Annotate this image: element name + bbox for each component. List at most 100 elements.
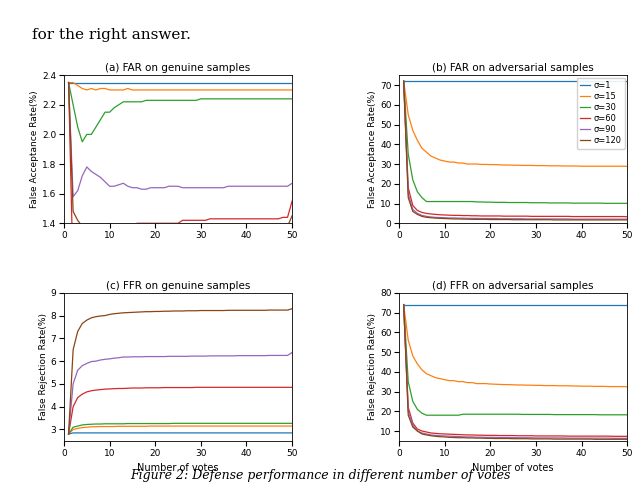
σ=30 xyxy=(409,177,417,183)
σ=30 xyxy=(518,199,526,205)
σ=90 xyxy=(555,216,563,222)
σ=60 xyxy=(546,213,554,219)
σ=15 xyxy=(614,163,622,169)
σ=30 xyxy=(527,200,535,206)
σ=1 xyxy=(518,78,526,84)
σ=30 xyxy=(459,198,467,204)
σ=1 xyxy=(404,78,412,84)
σ=120 xyxy=(436,215,444,221)
σ=90 xyxy=(477,215,485,221)
σ=90 xyxy=(482,215,490,221)
Y-axis label: False Rejection Rate(%): False Rejection Rate(%) xyxy=(39,313,48,420)
σ=1 xyxy=(541,78,549,84)
σ=15 xyxy=(436,157,444,163)
σ=90 xyxy=(441,215,449,221)
σ=60 xyxy=(514,213,522,219)
σ=30 xyxy=(555,200,563,206)
σ=30 xyxy=(450,198,458,204)
σ=30 xyxy=(491,199,499,205)
σ=30 xyxy=(454,198,462,204)
σ=30 xyxy=(464,198,472,204)
σ=120 xyxy=(427,215,435,221)
σ=90 xyxy=(418,212,426,218)
σ=15 xyxy=(619,163,627,169)
σ=1 xyxy=(400,78,408,84)
σ=30 xyxy=(418,194,426,200)
σ=120 xyxy=(482,216,490,222)
σ=1 xyxy=(459,78,467,84)
σ=120 xyxy=(555,217,563,223)
σ=90 xyxy=(436,214,444,220)
σ=15 xyxy=(464,161,472,167)
σ=60 xyxy=(491,213,499,219)
σ=60 xyxy=(518,213,526,219)
σ=90 xyxy=(432,214,440,220)
σ=90 xyxy=(614,216,622,222)
σ=90 xyxy=(518,216,526,222)
σ=1 xyxy=(623,78,631,84)
σ=60 xyxy=(473,213,481,219)
σ=1 xyxy=(413,78,421,84)
σ=120 xyxy=(550,217,558,223)
σ=15 xyxy=(532,163,540,169)
σ=120 xyxy=(568,217,576,223)
σ=1 xyxy=(564,78,572,84)
σ=15 xyxy=(600,163,608,169)
σ=1 xyxy=(486,78,494,84)
Title: (b) FAR on adversarial samples: (b) FAR on adversarial samples xyxy=(432,63,594,73)
σ=15 xyxy=(610,163,618,169)
σ=30 xyxy=(546,200,554,206)
σ=15 xyxy=(473,161,481,167)
σ=120 xyxy=(559,217,567,223)
σ=90 xyxy=(582,216,590,222)
Line: σ=90: σ=90 xyxy=(404,81,627,219)
σ=120 xyxy=(418,213,426,219)
σ=120 xyxy=(400,78,408,84)
σ=90 xyxy=(523,216,531,222)
σ=90 xyxy=(404,191,412,197)
σ=30 xyxy=(600,200,608,206)
σ=15 xyxy=(500,162,508,168)
σ=15 xyxy=(450,159,458,165)
σ=60 xyxy=(454,212,462,218)
σ=1 xyxy=(422,78,430,84)
Legend: σ=1, σ=15, σ=30, σ=60, σ=90, σ=120: σ=1, σ=15, σ=30, σ=60, σ=90, σ=120 xyxy=(577,78,625,149)
σ=90 xyxy=(450,215,458,221)
σ=30 xyxy=(495,199,503,205)
σ=60 xyxy=(614,213,622,219)
σ=120 xyxy=(500,216,508,222)
σ=90 xyxy=(573,216,581,222)
σ=15 xyxy=(596,163,604,169)
σ=30 xyxy=(587,200,595,206)
σ=30 xyxy=(473,199,481,205)
σ=1 xyxy=(427,78,435,84)
σ=15 xyxy=(505,162,513,168)
σ=90 xyxy=(550,216,558,222)
σ=60 xyxy=(555,213,563,219)
σ=30 xyxy=(537,200,545,206)
σ=15 xyxy=(518,162,526,168)
σ=90 xyxy=(541,216,549,222)
σ=120 xyxy=(623,217,631,223)
σ=90 xyxy=(514,216,522,222)
σ=60 xyxy=(587,213,595,219)
σ=15 xyxy=(623,163,631,169)
σ=30 xyxy=(619,200,627,206)
σ=60 xyxy=(500,213,508,219)
σ=90 xyxy=(568,216,576,222)
σ=30 xyxy=(523,199,531,205)
σ=60 xyxy=(523,213,531,219)
σ=30 xyxy=(432,198,440,204)
σ=120 xyxy=(532,217,540,223)
σ=60 xyxy=(450,212,458,218)
σ=90 xyxy=(546,216,554,222)
σ=90 xyxy=(491,215,499,221)
σ=1 xyxy=(573,78,581,84)
σ=60 xyxy=(550,213,558,219)
σ=30 xyxy=(610,200,618,206)
σ=90 xyxy=(454,215,462,221)
σ=90 xyxy=(605,216,612,222)
σ=90 xyxy=(409,206,417,212)
σ=120 xyxy=(578,217,586,223)
σ=60 xyxy=(537,213,545,219)
